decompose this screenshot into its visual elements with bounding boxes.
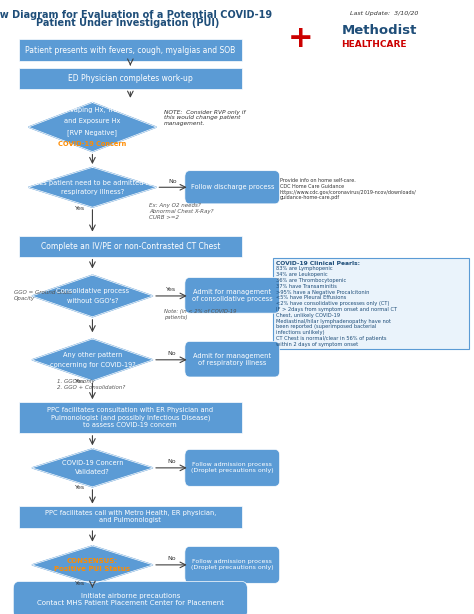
- Text: COVID-19 Concern: COVID-19 Concern: [62, 460, 123, 467]
- Text: No: No: [167, 459, 176, 464]
- FancyBboxPatch shape: [19, 39, 242, 61]
- Text: +: +: [288, 24, 314, 53]
- Text: Complete an IV/PE or non-Contrasted CT Chest: Complete an IV/PE or non-Contrasted CT C…: [41, 242, 220, 251]
- Text: Yes: Yes: [75, 206, 85, 211]
- FancyBboxPatch shape: [185, 449, 280, 486]
- Text: ED Physician completes work-up: ED Physician completes work-up: [68, 74, 193, 83]
- Text: concerning for COVID-19?: concerning for COVID-19?: [50, 362, 135, 368]
- Polygon shape: [28, 168, 156, 208]
- FancyBboxPatch shape: [273, 258, 469, 349]
- Text: 1. GGO's only
2. GGO + Consolidation?: 1. GGO's only 2. GGO + Consolidation?: [57, 379, 125, 391]
- Text: Validated?: Validated?: [75, 469, 110, 475]
- Text: Last Update:  3/10/20: Last Update: 3/10/20: [350, 11, 418, 16]
- Text: Follow admission process
(Droplet precautions only): Follow admission process (Droplet precau…: [191, 559, 273, 570]
- Polygon shape: [32, 275, 153, 317]
- FancyBboxPatch shape: [185, 278, 280, 313]
- FancyBboxPatch shape: [19, 402, 242, 433]
- Polygon shape: [32, 449, 153, 487]
- Text: Follow admission process
(Droplet precautions only): Follow admission process (Droplet precau…: [191, 462, 273, 473]
- Text: without GGO's?: without GGO's?: [67, 298, 118, 304]
- Text: Methodist: Methodist: [341, 24, 417, 37]
- Text: [RVP Negative]: [RVP Negative]: [67, 130, 118, 136]
- Text: COVID-19 Concern: COVID-19 Concern: [58, 141, 127, 147]
- FancyBboxPatch shape: [185, 171, 280, 204]
- Text: Provide info on home self-care.
CDC Home Care Guidance
https://www.cdc.gov/coron: Provide info on home self-care. CDC Home…: [280, 178, 417, 200]
- Text: Admit for management
of consolidative process: Admit for management of consolidative pr…: [192, 289, 273, 302]
- Text: No: No: [167, 556, 176, 561]
- Text: Ex: Any O2 needs?
Abnormal Chest X-Ray?
CURB >=2: Ex: Any O2 needs? Abnormal Chest X-Ray? …: [149, 203, 214, 220]
- Text: Yes: Yes: [166, 287, 176, 292]
- Text: Initiate airborne precautions
Contact MHS Patient Placement Center for Placement: Initiate airborne precautions Contact MH…: [37, 593, 224, 607]
- FancyBboxPatch shape: [185, 341, 280, 377]
- Text: PPC facilitates call with Metro Health, ER physician,
and Pulmonologist: PPC facilitates call with Metro Health, …: [45, 510, 216, 524]
- FancyBboxPatch shape: [185, 546, 280, 583]
- Text: Consolidative process: Consolidative process: [56, 288, 129, 294]
- FancyBboxPatch shape: [19, 68, 242, 89]
- Text: Note: (in < 2% of COVID-19
patients): Note: (in < 2% of COVID-19 patients): [164, 309, 236, 321]
- Polygon shape: [28, 103, 156, 152]
- Polygon shape: [32, 546, 153, 584]
- Text: COVID-19 Clinical Pearls:: COVID-19 Clinical Pearls:: [276, 261, 360, 266]
- FancyBboxPatch shape: [19, 506, 242, 528]
- Text: Any other pattern: Any other pattern: [63, 352, 122, 358]
- Polygon shape: [32, 339, 153, 381]
- Text: GGO = Ground Glass
Opacity: GGO = Ground Glass Opacity: [14, 290, 72, 301]
- FancyBboxPatch shape: [13, 581, 247, 614]
- Text: Follow discharge process: Follow discharge process: [191, 184, 274, 190]
- Text: Yes: Yes: [75, 581, 85, 586]
- Text: CONSENSUS:: CONSENSUS:: [67, 558, 118, 564]
- Text: No: No: [169, 179, 177, 184]
- Text: Admit for management
of respiratory illness: Admit for management of respiratory illn…: [193, 352, 271, 366]
- Text: No: No: [167, 351, 176, 356]
- Text: Yes: Yes: [75, 485, 85, 490]
- Text: Does patient need to be admitted for: Does patient need to be admitted for: [30, 180, 155, 185]
- Text: and Exposure Hx: and Exposure Hx: [64, 119, 120, 125]
- Text: NOTE:  Consider RVP only if
this would change patient
management.: NOTE: Consider RVP only if this would ch…: [164, 109, 245, 126]
- Text: Positive PUI Status: Positive PUI Status: [55, 566, 130, 572]
- FancyBboxPatch shape: [19, 236, 242, 257]
- Text: 83% are Lymphopenic
34% are Leukopenic
36% are Thrombocytopenic
37% have Transam: 83% are Lymphopenic 34% are Leukopenic 3…: [276, 266, 397, 347]
- Text: Flow Diagram for Evaluation of a Potential COVID-19: Flow Diagram for Evaluation of a Potenti…: [0, 10, 273, 20]
- Text: Yes: Yes: [75, 379, 85, 384]
- Text: PPC facilitates consultation with ER Physician and
Pulmonologist (and possibly I: PPC facilitates consultation with ER Phy…: [47, 407, 213, 428]
- Text: HEALTHCARE: HEALTHCARE: [341, 41, 407, 49]
- Text: Patient Under Investigation (PUI): Patient Under Investigation (PUI): [36, 18, 219, 28]
- Text: Patient presents with fevers, cough, myalgias and SOB: Patient presents with fevers, cough, mya…: [25, 46, 236, 55]
- Text: respiratory illness?: respiratory illness?: [61, 189, 124, 195]
- Text: Assess Vaping Hx, Travel Hx,: Assess Vaping Hx, Travel Hx,: [45, 107, 140, 113]
